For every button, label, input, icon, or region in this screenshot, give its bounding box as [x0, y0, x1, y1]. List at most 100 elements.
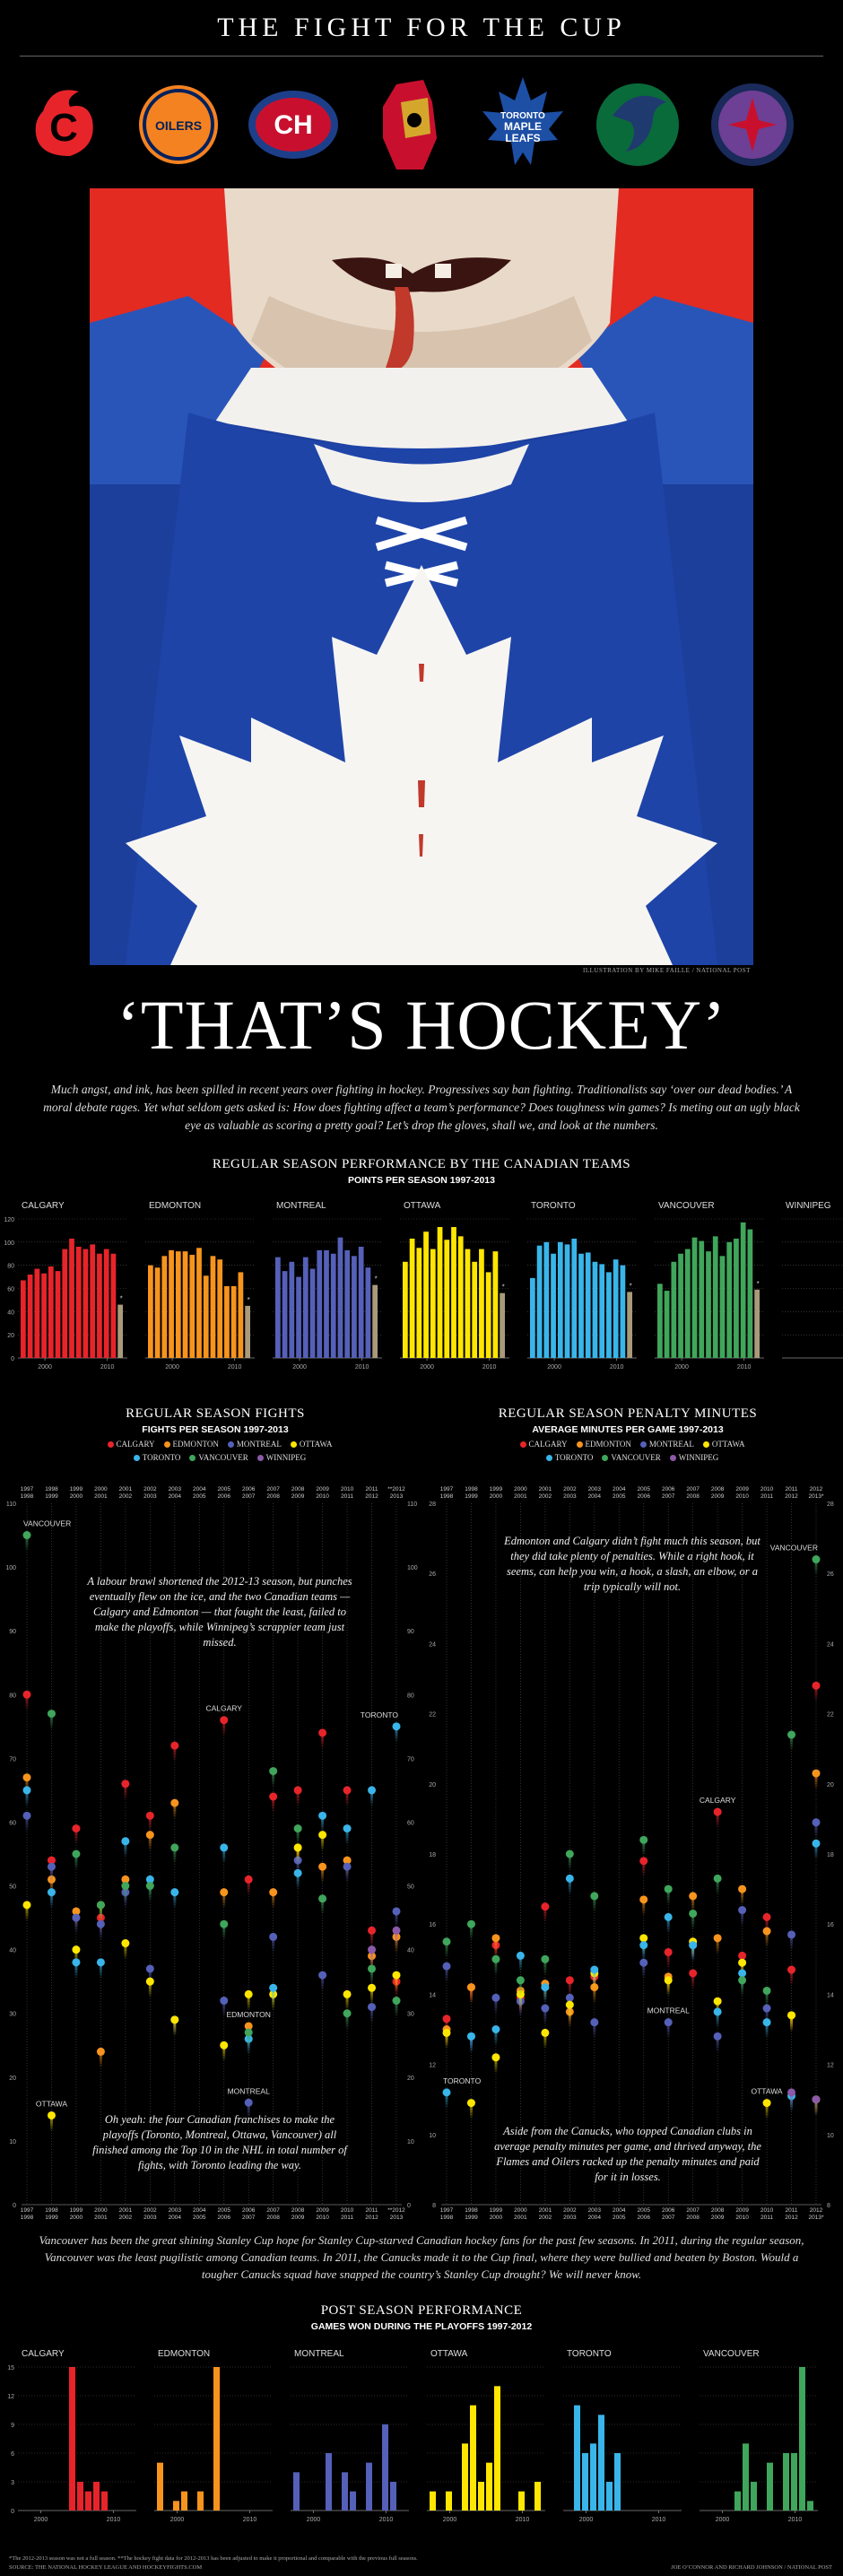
bar-vancouver-2002 [734, 2491, 741, 2511]
dot-montreal-2002-2003 [145, 1964, 154, 1973]
y-tick-label-right: 80 [407, 1693, 414, 1699]
dot-trail [568, 1854, 571, 1870]
x-tick-label: 2010 [100, 1364, 115, 1371]
dot-trail [321, 1975, 325, 1992]
bar-calgary-2006-07 [75, 1247, 82, 1358]
dot-montreal-2002-2003 [565, 1993, 574, 2002]
bar-toronto-2010-11 [613, 1259, 619, 1358]
dot-trail [173, 1847, 177, 1864]
season-label-bottom: 2002 [539, 2215, 552, 2221]
season-label-bottom: 2012 [785, 1493, 798, 1500]
x-tick-label: 2000 [292, 1364, 307, 1371]
dot-edmonton-2007-2008 [269, 1888, 278, 1897]
bar-calgary-2000-01 [41, 1273, 47, 1358]
y-tick-label-left: 70 [9, 1756, 16, 1762]
dot-edmonton-1998-1999 [466, 1983, 475, 1992]
x-tick-label: 2000 [34, 2517, 48, 2523]
dot-trail [691, 1945, 695, 1962]
bar-ottawa-2002-03 [437, 1227, 443, 1358]
dot-edmonton-2008-2009 [713, 1934, 722, 1943]
dot-trail [173, 1892, 177, 1909]
season-label-bottom: 2009 [291, 2215, 305, 2221]
dot-trail [49, 1867, 53, 1884]
dot-calgary-1999-2000 [72, 1824, 81, 1833]
y-tick-label: 60 [7, 1287, 14, 1293]
bar-montreal-2007-08 [337, 1237, 343, 1358]
dot-ottawa-2006-2007 [664, 1976, 673, 1985]
y-tick-label-right: 40 [407, 1948, 414, 1954]
dot-ottawa-1998-1999 [47, 2110, 56, 2119]
svg-text:CH: CH [274, 110, 312, 140]
legend-dot-montreal [227, 1441, 234, 1449]
dot-montreal-2010-2011 [762, 2004, 771, 2013]
dot-calgary-2002-2003 [565, 1976, 574, 1985]
pim-section-subtitle: AVERAGE MINUTES PER GAME 1997-2013 [532, 1424, 724, 1435]
dot-trail [642, 1899, 646, 1916]
season-label-bottom: 2013* [809, 2215, 824, 2221]
dot-trail [74, 1962, 78, 1979]
bar-ottawa-2007 [494, 2386, 500, 2511]
season-label-bottom: 2007 [662, 2215, 675, 2221]
panel-label-vancouver: VANCOUVER [658, 1201, 715, 1211]
dot-toronto-2001-2002 [121, 1837, 130, 1846]
season-label-bottom: 2005 [193, 1493, 206, 1500]
dot-edmonton-2001-2002 [121, 1875, 130, 1884]
bar-vancouver-2010-11 [740, 1222, 746, 1358]
bar-toronto-2003 [606, 2482, 613, 2511]
dot-calgary-2005-2006 [220, 1716, 229, 1725]
dot-trail [345, 1994, 349, 2011]
dot-vancouver-2002-2003 [145, 1882, 154, 1891]
dot-edmonton-2010-2011 [343, 1856, 352, 1865]
season-label-bottom: 2000 [490, 2215, 503, 2221]
y-tick-label-right: 18 [827, 1852, 834, 1858]
dot-toronto-2005-2006 [220, 1843, 229, 1852]
dot-trail [494, 2029, 498, 2046]
dot-trail [469, 2036, 473, 2053]
panel-vancouver: VANCOUVER 2000 2010 [700, 2349, 818, 2523]
y-tick-label-right: 90 [407, 1629, 414, 1635]
annotation-toronto: TORONTO [361, 1710, 399, 1719]
x-tick-label: 2010 [355, 1364, 369, 1371]
bar-edmonton-2007-08 [210, 1256, 216, 1358]
bar-toronto-2004 [614, 2453, 621, 2511]
bar-ottawa-1998-99 [409, 1238, 415, 1358]
legend-dot-montreal [639, 1441, 647, 1449]
season-label-bottom: 2001 [94, 2215, 108, 2221]
dot-toronto-2006-2007 [664, 1912, 673, 1921]
y-tick-label-left: 8 [432, 2203, 436, 2209]
panel-toronto: TORONTO 2000 2010 [563, 2349, 682, 2523]
season-label-bottom: 2012 [365, 1493, 378, 1500]
dot-trail [445, 2032, 448, 2049]
dot-montreal-2007-2008 [269, 1932, 278, 1941]
y-tick-label-left: 18 [429, 1852, 436, 1858]
panel-montreal: MONTREAL * 2000 2010 [273, 1201, 382, 1371]
y-tick-label: 0 [11, 1356, 14, 1362]
y-tick-label: 20 [7, 1333, 14, 1339]
dot-trail [370, 1930, 374, 1947]
bar-ottawa-2012-13* [500, 1292, 505, 1358]
season-label-top: 2008 [711, 2207, 725, 2214]
season-label-top: 1998 [45, 2207, 58, 2214]
dot-montreal-2012-2013* [812, 1818, 821, 1827]
legend-label-ottawa: OTTAWA [299, 1440, 333, 1449]
dot-vancouver-2005-2006 [639, 1835, 648, 1844]
panel-toronto: TORONTO * 2000 2010 [527, 1201, 637, 1371]
panel-label-ottawa: OTTAWA [404, 1201, 441, 1211]
dot-trail [25, 1777, 29, 1794]
annotation-calgary: CALGARY [205, 1704, 242, 1713]
dot-calgary-2005-2006 [639, 1857, 648, 1866]
dot-vancouver-**2012-2013 [392, 1997, 401, 2006]
dot-toronto-2003-2004 [590, 1965, 599, 1974]
season-label-bottom: 2002 [539, 1493, 552, 1500]
y-tick-label-left: 12 [429, 2063, 436, 2069]
y-tick-label-right: 70 [407, 1756, 414, 1762]
dot-vancouver-2001-2002 [121, 1882, 130, 1891]
season-label-top: 2006 [242, 1486, 256, 1493]
dot-trail [716, 1878, 719, 1895]
dot-ottawa-2002-2003 [145, 1977, 154, 1986]
dot-trail [814, 2099, 818, 2116]
dot-montreal-2008-2009 [713, 2032, 722, 2041]
dot-vancouver-1999-2000 [72, 1849, 81, 1858]
annotation-montreal: MONTREAL [228, 2086, 271, 2095]
